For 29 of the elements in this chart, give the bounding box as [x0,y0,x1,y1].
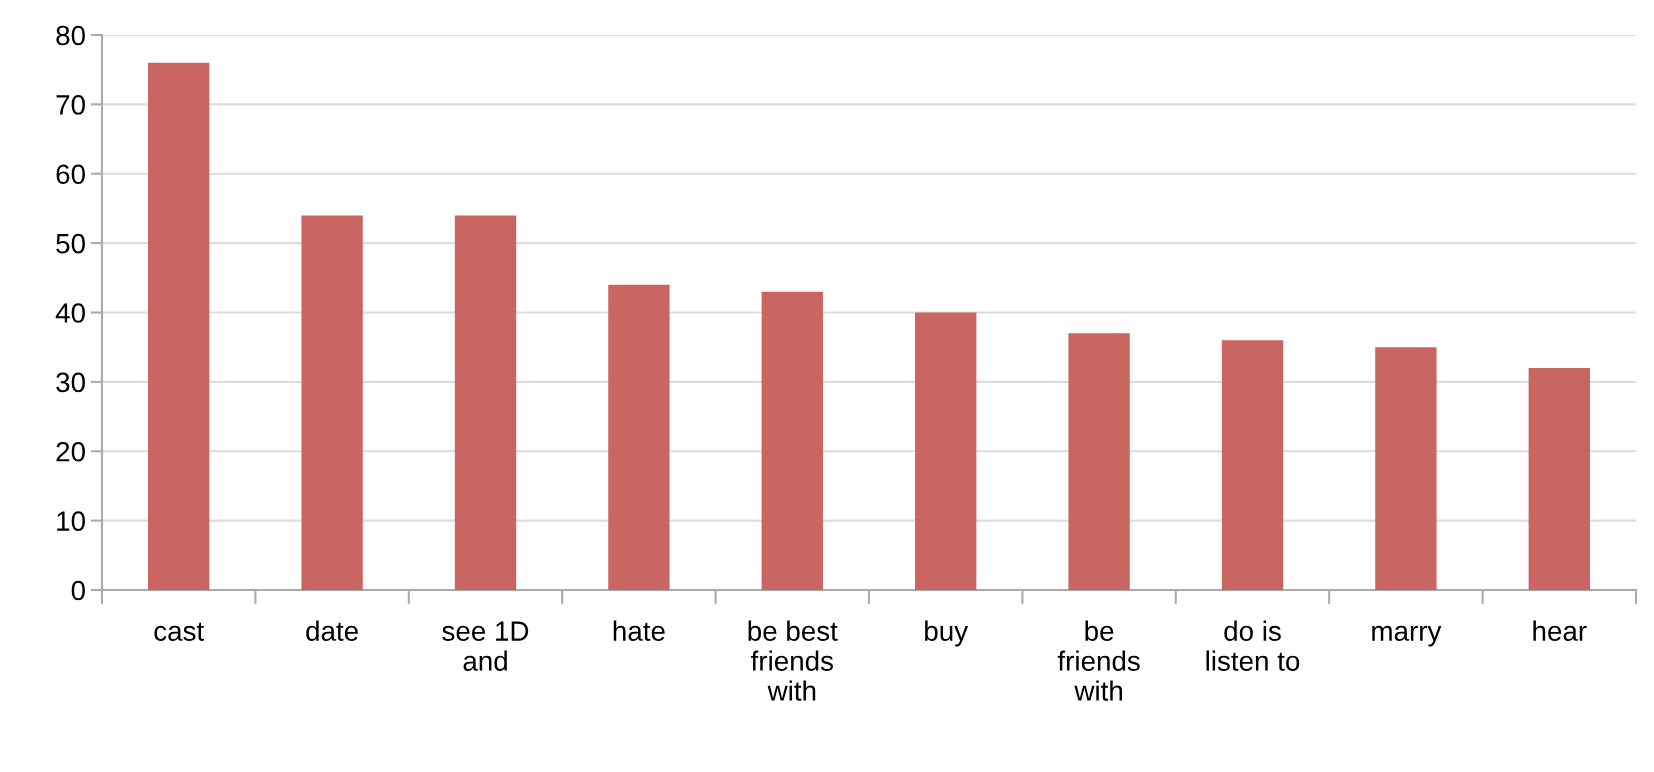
x-tick-label: hear [1533,620,1587,641]
bar [1375,347,1437,590]
bar [148,62,210,590]
bar [608,284,670,590]
bar [1221,340,1284,590]
bar [915,312,977,590]
x-tick-label: hate [613,620,665,641]
x-tick-label: do is listen to [1206,620,1300,671]
y-tick-label: 60 [56,164,85,185]
x-tick-label: cast [154,622,204,641]
y-tick-label: 50 [56,233,85,254]
x-tick-label: be friends with [1057,620,1140,701]
bar [761,291,823,590]
bar [1068,333,1130,590]
x-tick-label: marry [1372,625,1442,647]
x-tick-label: buy [925,620,969,647]
bar [454,215,517,590]
y-tick-label: 70 [56,95,85,115]
x-tick-label: see 1D and [442,621,529,671]
y-tick-label: 20 [56,441,85,462]
y-tick-label: 10 [57,511,85,531]
y-tick-label: 40 [55,303,85,323]
x-tick-label: date [306,620,358,641]
y-tick-label: 0 [71,580,85,601]
bar [1528,368,1590,590]
y-tick-label: 30 [56,372,85,393]
bar [301,215,363,590]
x-tick-label: be best friends with [748,620,838,701]
y-tick-label: 80 [56,25,85,46]
